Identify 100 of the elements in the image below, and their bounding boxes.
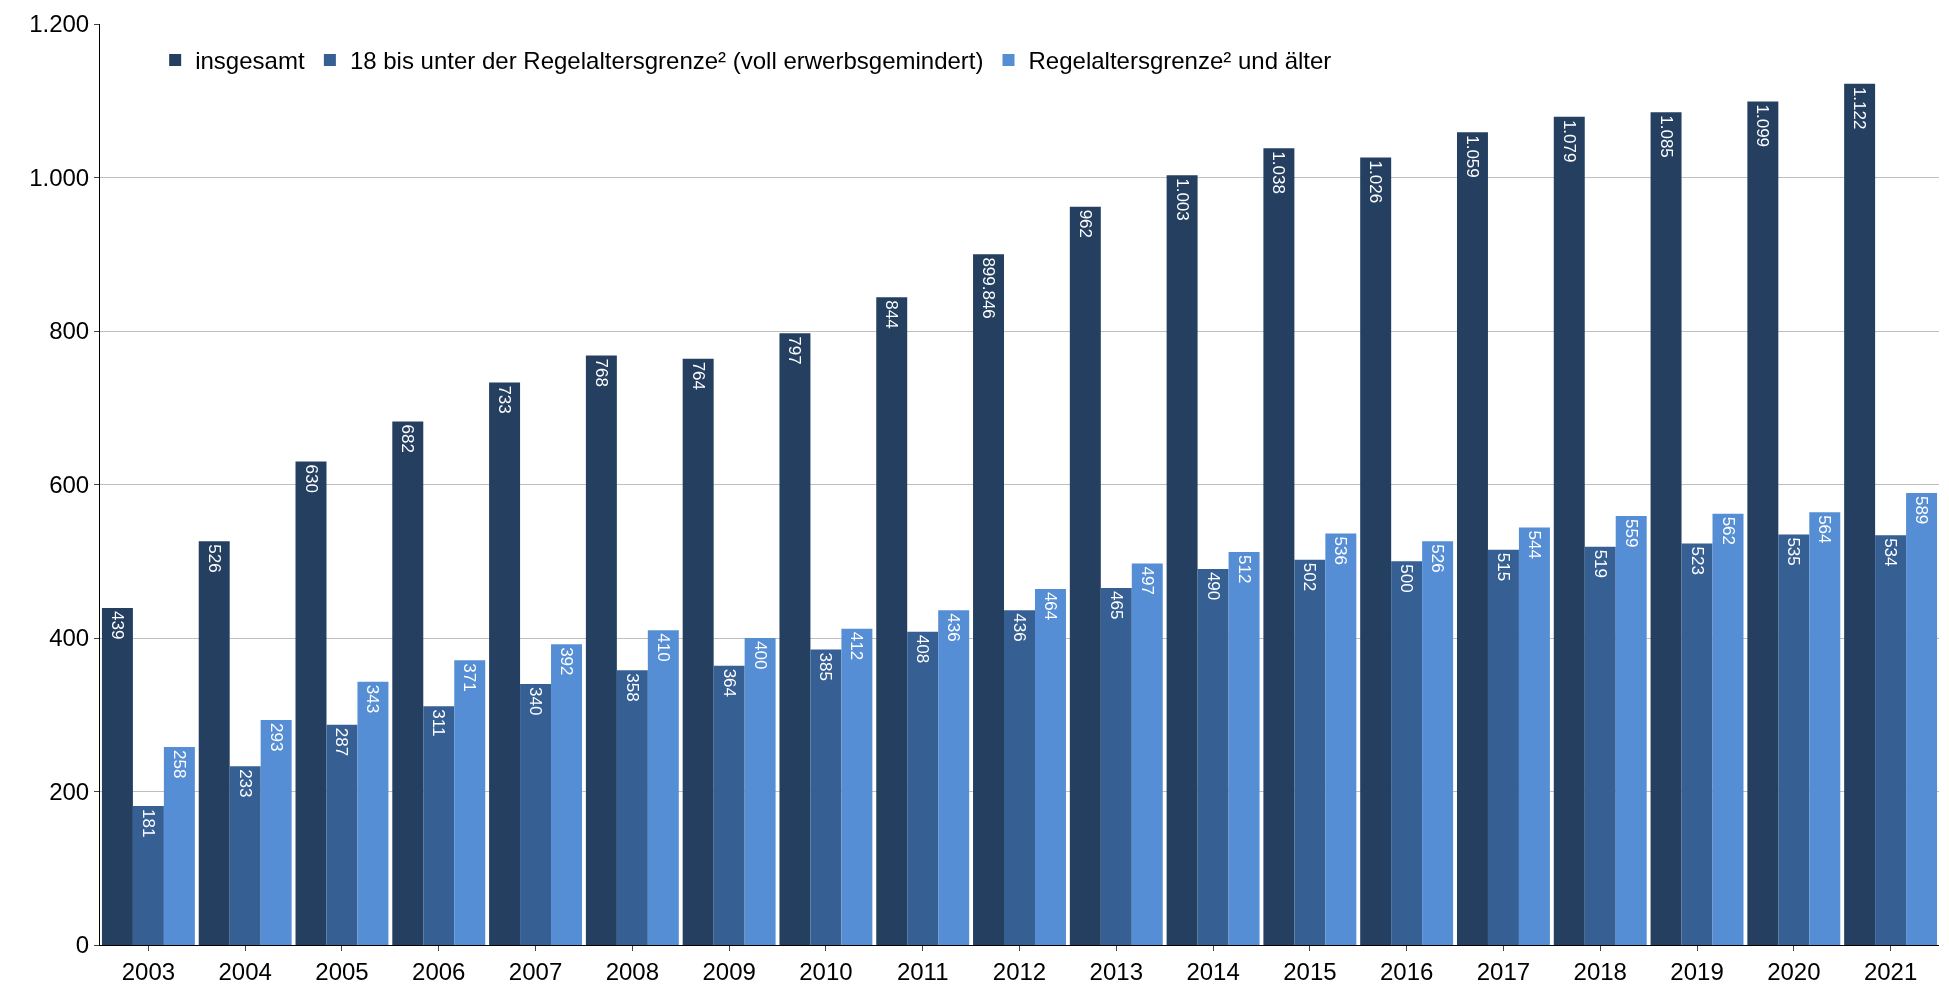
x-tick-label: 2018	[1573, 957, 1627, 985]
data-label: 682	[398, 424, 418, 453]
bar	[551, 644, 583, 945]
data-label: 562	[1718, 516, 1738, 546]
bar	[198, 541, 230, 945]
data-label: 1.085	[1656, 115, 1676, 158]
bar	[1069, 206, 1101, 945]
y-tick-label: 200	[49, 777, 90, 805]
data-label: 500	[1397, 564, 1417, 593]
x-tick-label: 2020	[1767, 957, 1821, 985]
data-label: 287	[332, 727, 352, 757]
data-label: 181	[138, 809, 158, 838]
x-tick-label: 2013	[1089, 957, 1143, 985]
data-label: 371	[460, 663, 480, 692]
bar	[132, 806, 164, 945]
data-label: 233	[235, 769, 255, 798]
x-tick-label: 2006	[412, 957, 466, 985]
y-tick-label: 800	[49, 317, 90, 345]
bar	[744, 638, 776, 945]
data-label: 512	[1234, 555, 1254, 584]
bar	[1197, 568, 1229, 945]
x-tick-label: 2016	[1379, 957, 1434, 985]
x-tick-label: 2021	[1863, 957, 1918, 985]
y-tick-label: 600	[49, 470, 90, 498]
bar	[423, 706, 455, 945]
bar	[1456, 132, 1488, 945]
x-tick-label: 2012	[992, 957, 1047, 985]
x-tick-label: 2015	[1283, 957, 1337, 985]
data-label: 535	[1784, 537, 1804, 566]
legend-label: Regelaltersgrenze² und älter	[1028, 47, 1332, 75]
bar	[260, 720, 292, 945]
y-tick-label: 1.000	[29, 163, 90, 191]
data-label: 534	[1881, 538, 1901, 567]
data-label: 1.099	[1753, 104, 1773, 148]
bar	[357, 681, 389, 945]
bar	[647, 630, 679, 945]
data-label: 412	[847, 631, 867, 661]
x-tick-label: 2004	[218, 957, 272, 985]
x-tick-label: 2019	[1670, 957, 1724, 985]
bar	[1809, 512, 1841, 945]
data-label: 436	[1010, 613, 1029, 642]
bar	[1615, 515, 1647, 945]
bar	[1263, 148, 1295, 945]
bar	[973, 254, 1005, 945]
data-label: 311	[429, 709, 449, 737]
data-label: 1.122	[1850, 86, 1870, 130]
data-label: 1.038	[1269, 151, 1289, 194]
x-tick-label: 2009	[702, 957, 756, 985]
x-tick-label: 2017	[1476, 957, 1531, 985]
bar	[1712, 513, 1744, 945]
y-tick-label: 0	[75, 931, 90, 959]
bar	[1747, 101, 1779, 945]
data-label: 364	[719, 668, 739, 698]
data-label: 1.026	[1366, 160, 1386, 204]
data-label: 392	[557, 647, 577, 676]
data-label: 343	[363, 684, 383, 714]
data-label: 899.846	[979, 257, 999, 319]
data-label: 526	[1428, 544, 1448, 573]
x-tick-label: 2008	[605, 957, 660, 985]
bar	[585, 355, 617, 945]
bar	[779, 333, 811, 945]
data-label: 293	[266, 723, 286, 752]
bar	[1681, 543, 1713, 945]
data-label: 536	[1331, 536, 1351, 565]
data-label: 844	[882, 300, 902, 329]
data-label: 589	[1912, 495, 1932, 525]
bar	[1360, 157, 1392, 945]
bar	[1228, 552, 1260, 945]
bar	[1844, 83, 1876, 945]
bar	[1391, 561, 1423, 945]
bar	[1553, 116, 1585, 945]
x-tick-label: 2010	[799, 957, 853, 985]
data-label: 408	[913, 634, 933, 664]
x-tick-label: 2014	[1186, 957, 1240, 985]
bar	[1294, 559, 1326, 945]
data-label: 436	[944, 613, 964, 642]
data-label: 464	[1040, 591, 1060, 621]
bar	[1487, 549, 1519, 945]
bar	[1325, 533, 1357, 945]
bar	[163, 746, 195, 945]
data-label: 564	[1815, 515, 1835, 544]
bar	[101, 608, 133, 945]
data-label: 544	[1524, 530, 1544, 559]
bar	[489, 382, 521, 945]
bar	[520, 684, 552, 945]
data-label: 515	[1493, 552, 1513, 582]
bar	[229, 766, 261, 945]
x-tick-label: 2005	[315, 957, 369, 985]
bar	[1518, 527, 1550, 945]
data-label: 340	[526, 687, 546, 716]
bar	[1131, 563, 1163, 945]
x-tick-label: 2011	[896, 957, 949, 985]
data-label: 764	[688, 361, 708, 391]
bar	[810, 649, 842, 945]
y-tick-label: 400	[49, 624, 90, 652]
bar	[1004, 610, 1035, 945]
data-label: 258	[169, 749, 189, 779]
legend-label: 18 bis unter der Regelaltersgrenze² (voll erwerbsgemindert)	[349, 47, 984, 75]
bar	[1100, 588, 1132, 945]
legend-label: insgesamt	[195, 47, 305, 75]
